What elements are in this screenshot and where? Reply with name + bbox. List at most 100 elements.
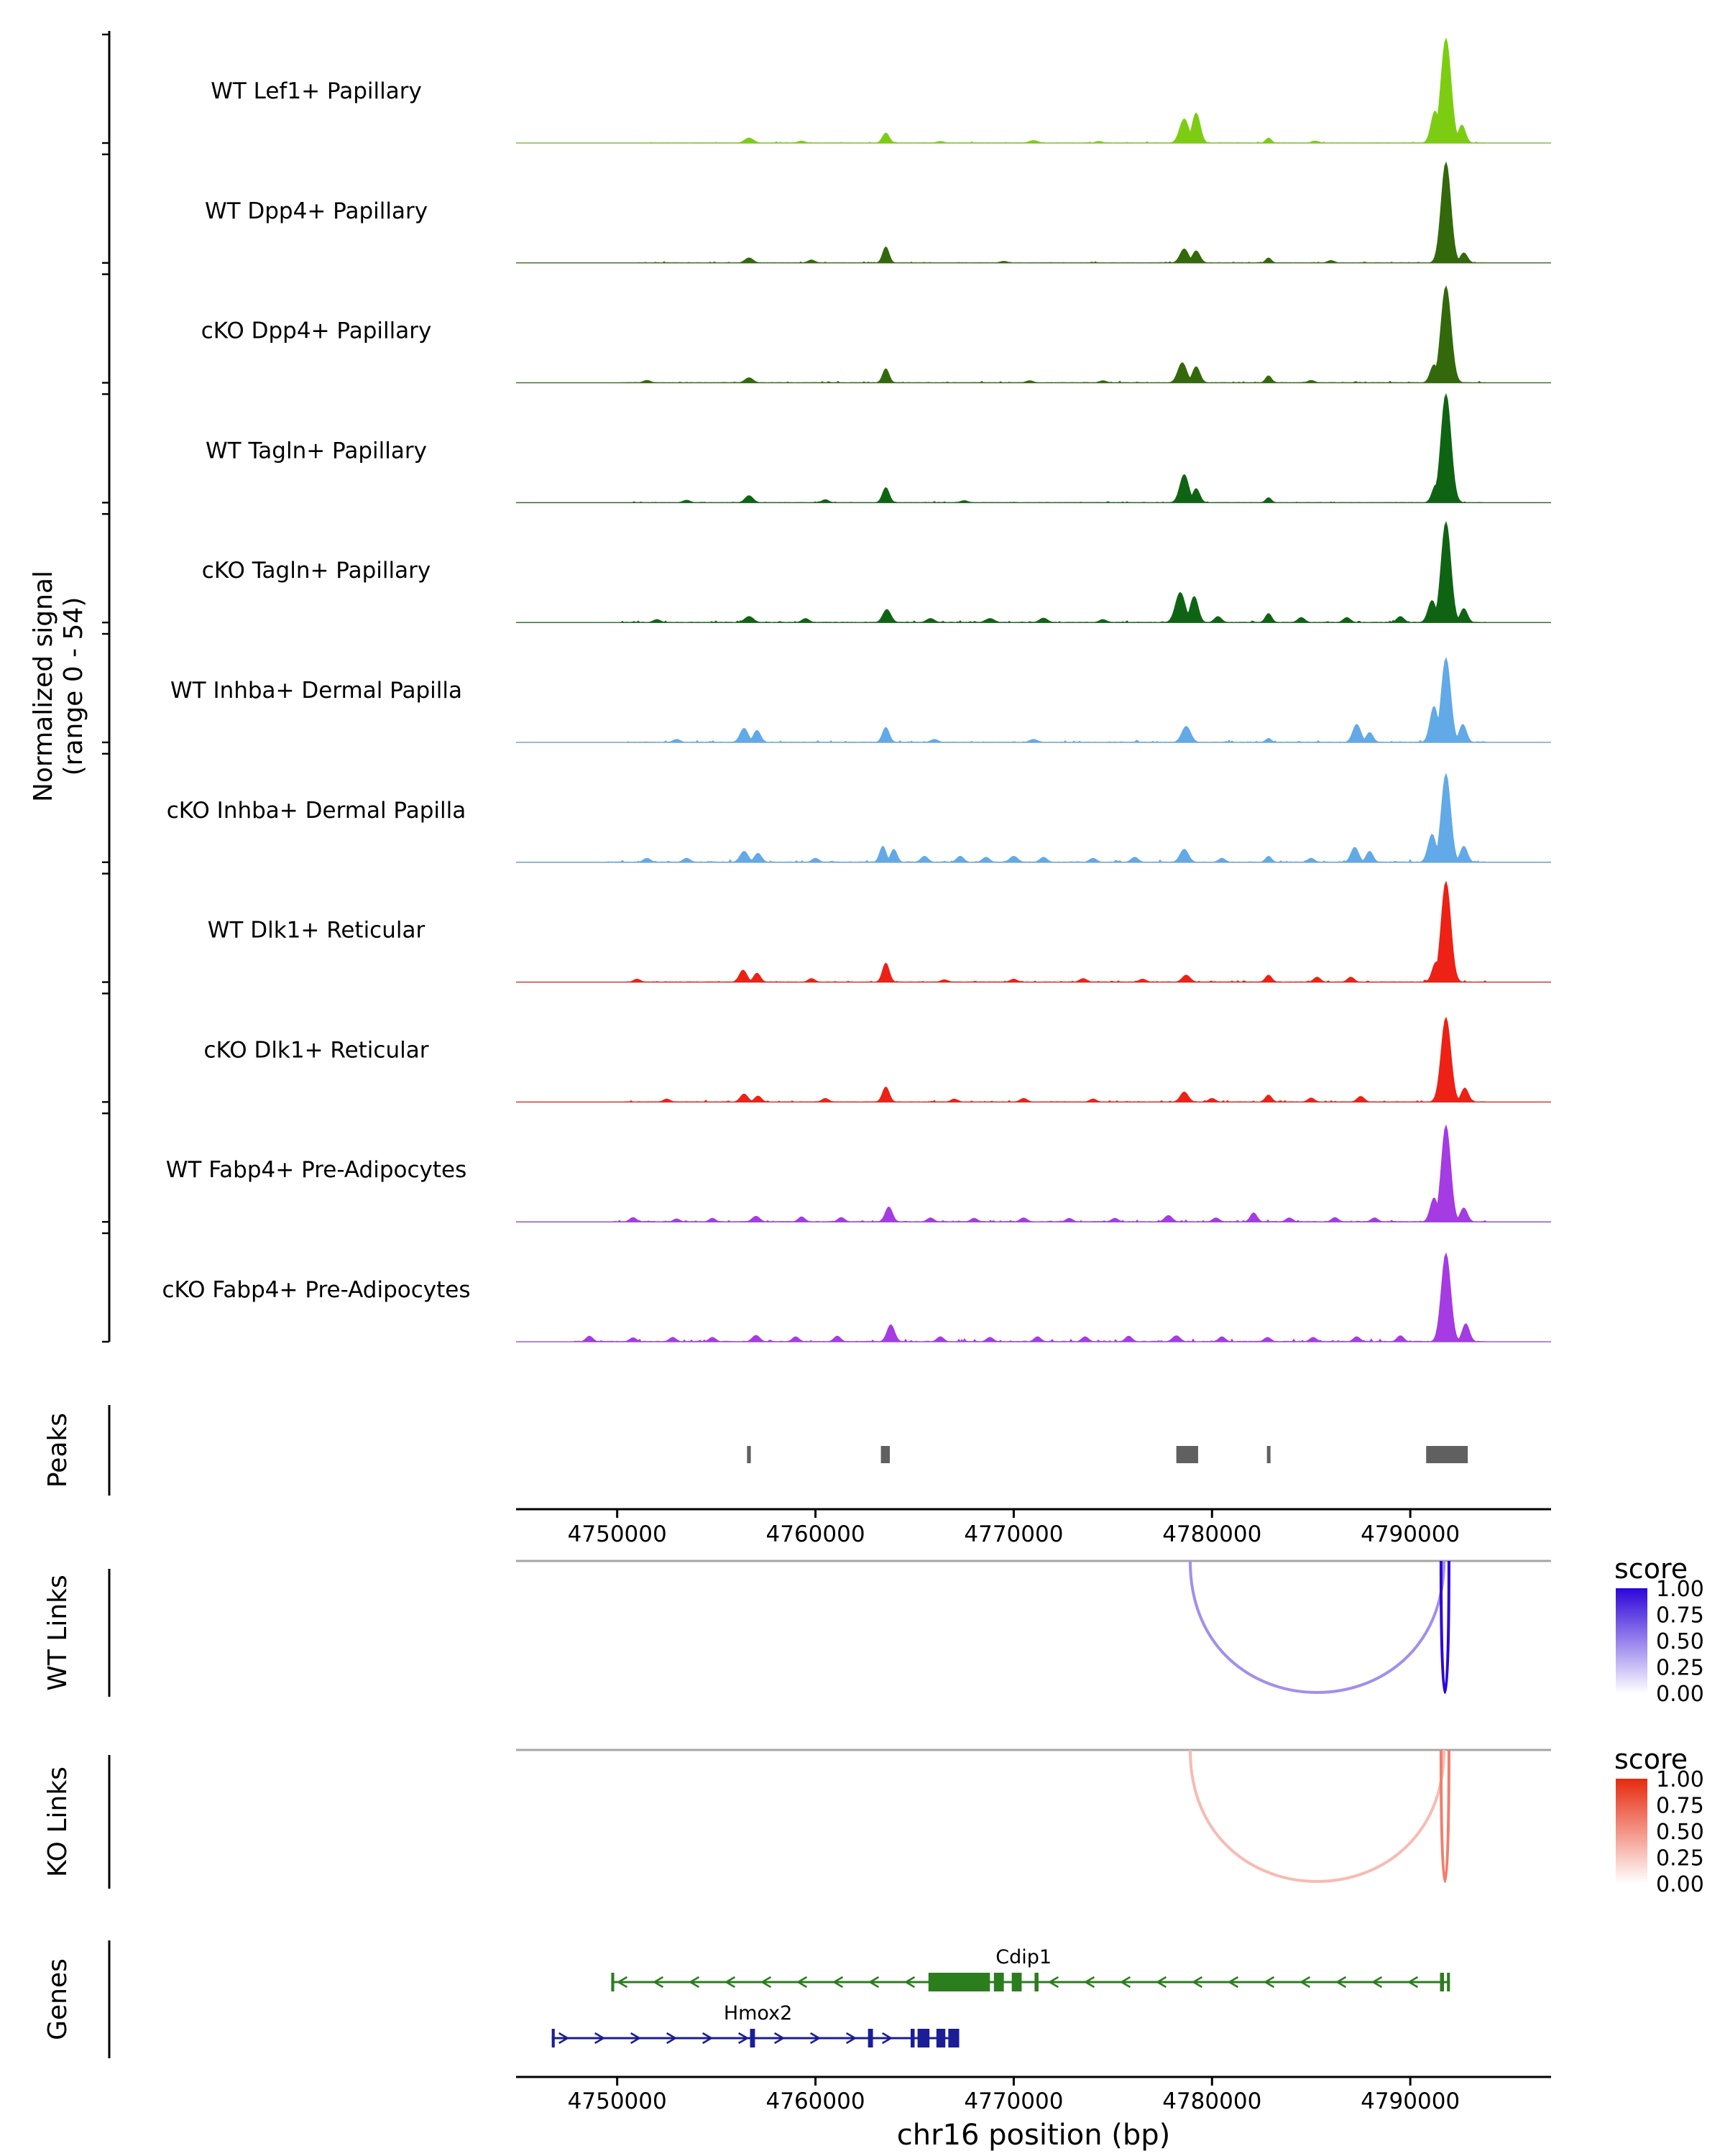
strand-arrow xyxy=(688,1976,700,1989)
axis-tick-label: 4770000 xyxy=(964,1521,1063,1547)
track-label: WT Inhba+ Dermal Papilla xyxy=(170,678,462,704)
signal-track-5: cKO Tagln+ Papillary xyxy=(202,520,1551,624)
track-label: WT Lef1+ Papillary xyxy=(211,78,422,104)
gene-exon xyxy=(948,2029,960,2047)
strand-arrow xyxy=(1299,1976,1311,1989)
legend-tick-label: 0.00 xyxy=(1656,1872,1704,1897)
axis-tick-label: 4760000 xyxy=(766,2088,865,2114)
strand-arrow xyxy=(558,2032,570,2045)
strand-arrow xyxy=(796,1976,808,1989)
axis-tick-label: 4750000 xyxy=(568,2088,667,2114)
link-arc xyxy=(1439,1749,1450,1883)
gene-label: Hmox2 xyxy=(724,2002,792,2024)
signal-area xyxy=(516,880,1551,983)
gene-exon xyxy=(868,2029,873,2047)
strand-arrow xyxy=(868,1976,880,1989)
x-axis-title: chr16 position (bp) xyxy=(897,2119,1171,2152)
strand-arrow xyxy=(666,2032,678,2045)
strand-arrow xyxy=(616,1976,628,1989)
score-gradient-bar xyxy=(1616,1588,1647,1693)
strand-arrow xyxy=(846,2032,857,2045)
gene-exon xyxy=(910,2029,915,2047)
score-gradient-bar xyxy=(1616,1779,1647,1884)
strand-arrow xyxy=(760,1976,772,1989)
strand-arrow xyxy=(1191,1976,1203,1989)
track-label: WT Tagln+ Papillary xyxy=(206,438,427,464)
legend-tick-label: 0.75 xyxy=(1656,1794,1704,1819)
link-arc xyxy=(1188,1749,1446,1883)
signal-area xyxy=(516,37,1551,144)
wt-score-legend-title: score xyxy=(1614,1553,1688,1585)
strand-arrow xyxy=(774,2032,786,2045)
strand-arrow xyxy=(1119,1976,1131,1989)
track-label: WT Fabp4+ Pre-Adipocytes xyxy=(166,1157,467,1183)
gene-exon xyxy=(1011,1973,1022,1991)
signal-track-6: WT Inhba+ Dermal Papilla xyxy=(170,657,1551,743)
strand-arrow xyxy=(1263,1976,1275,1989)
legend-tick-label: 1.00 xyxy=(1656,1767,1704,1792)
track-label: cKO Dpp4+ Papillary xyxy=(201,318,432,344)
strand-arrow xyxy=(1227,1976,1239,1989)
track-label: WT Dlk1+ Reticular xyxy=(208,918,426,944)
signal-area xyxy=(516,657,1551,743)
signal-track-7: cKO Inhba+ Dermal Papilla xyxy=(167,773,1551,863)
peak-interval xyxy=(880,1446,890,1463)
link-arc xyxy=(1439,1560,1450,1694)
gene-exon xyxy=(993,1973,1004,1991)
gene-cdip1: Cdip1 xyxy=(611,1946,1450,1991)
legend-tick-label: 0.50 xyxy=(1656,1820,1704,1845)
signal-track-4: WT Tagln+ Papillary xyxy=(206,392,1551,504)
strand-arrow xyxy=(630,2032,642,2045)
strand-arrow xyxy=(724,1976,736,1989)
signal-track-2: WT Dpp4+ Papillary xyxy=(205,161,1551,264)
track-label: cKO Tagln+ Papillary xyxy=(202,558,431,584)
link-arc xyxy=(1188,1560,1446,1694)
wt-links-panel: 1.000.750.500.250.00 xyxy=(516,1560,1704,1707)
legend-tick-label: 0.25 xyxy=(1656,1656,1704,1681)
gene-exon xyxy=(1440,1973,1445,1991)
strand-arrow xyxy=(1083,1976,1095,1989)
track-label: cKO Fabp4+ Pre-Adipocytes xyxy=(162,1277,471,1303)
signal-track-11: cKO Fabp4+ Pre-Adipocytes xyxy=(162,1252,1551,1342)
strand-arrow xyxy=(738,2032,750,2045)
bottom-x-axis: 4750000 4760000 4770000 4780000 4790000 xyxy=(516,2076,1551,2114)
section-label-wt-links: WT Links xyxy=(43,1575,73,1691)
section-label-peaks: Peaks xyxy=(43,1413,73,1488)
peak-interval xyxy=(1266,1446,1271,1463)
axis-tick-label: 4750000 xyxy=(568,1521,667,1547)
signal-area xyxy=(516,285,1551,384)
signal-track-10: WT Fabp4+ Pre-Adipocytes xyxy=(166,1124,1551,1222)
strand-arrow xyxy=(810,2032,822,2045)
gene-exon xyxy=(551,2029,555,2047)
gene-exon xyxy=(1034,1973,1039,1991)
gene-exon xyxy=(928,1973,990,1991)
strand-arrow xyxy=(903,1976,916,1989)
track-label: cKO Dlk1+ Reticular xyxy=(204,1037,429,1063)
ko-score-legend-title: score xyxy=(1614,1743,1688,1775)
legend-tick-label: 0.00 xyxy=(1656,1682,1704,1707)
track-label: WT Dpp4+ Papillary xyxy=(205,198,428,224)
axis-tick-label: 4780000 xyxy=(1162,2088,1261,2114)
gene-exon xyxy=(917,2029,930,2047)
signal-area xyxy=(516,392,1551,503)
gene-exon xyxy=(1447,1973,1450,1991)
gene-exon xyxy=(936,2029,946,2047)
legend-tick-label: 0.75 xyxy=(1656,1603,1704,1628)
strand-arrow xyxy=(1155,1976,1167,1989)
peak-interval xyxy=(1426,1446,1468,1463)
peaks-x-axis: 4750000 4760000 4770000 4780000 4790000 xyxy=(516,1508,1551,1547)
section-brackets xyxy=(102,31,111,2058)
genes-panel: Cdip1 Hmox2 xyxy=(551,1946,1450,2047)
signal-track-9: cKO Dlk1+ Reticular xyxy=(204,1016,1551,1103)
peak-interval xyxy=(747,1446,751,1463)
axis-tick-label: 4790000 xyxy=(1361,2088,1460,2114)
axis-tick-label: 4780000 xyxy=(1162,1521,1261,1547)
signal-area xyxy=(516,1252,1551,1342)
gene-label: Cdip1 xyxy=(995,1946,1052,1968)
y-axis-label-line2: (range 0 - 54) xyxy=(59,597,88,776)
track-label: cKO Inhba+ Dermal Papilla xyxy=(167,798,466,824)
section-label-genes: Genes xyxy=(43,1958,73,2040)
legend-tick-label: 0.25 xyxy=(1656,1846,1704,1871)
peak-interval xyxy=(1176,1446,1198,1463)
